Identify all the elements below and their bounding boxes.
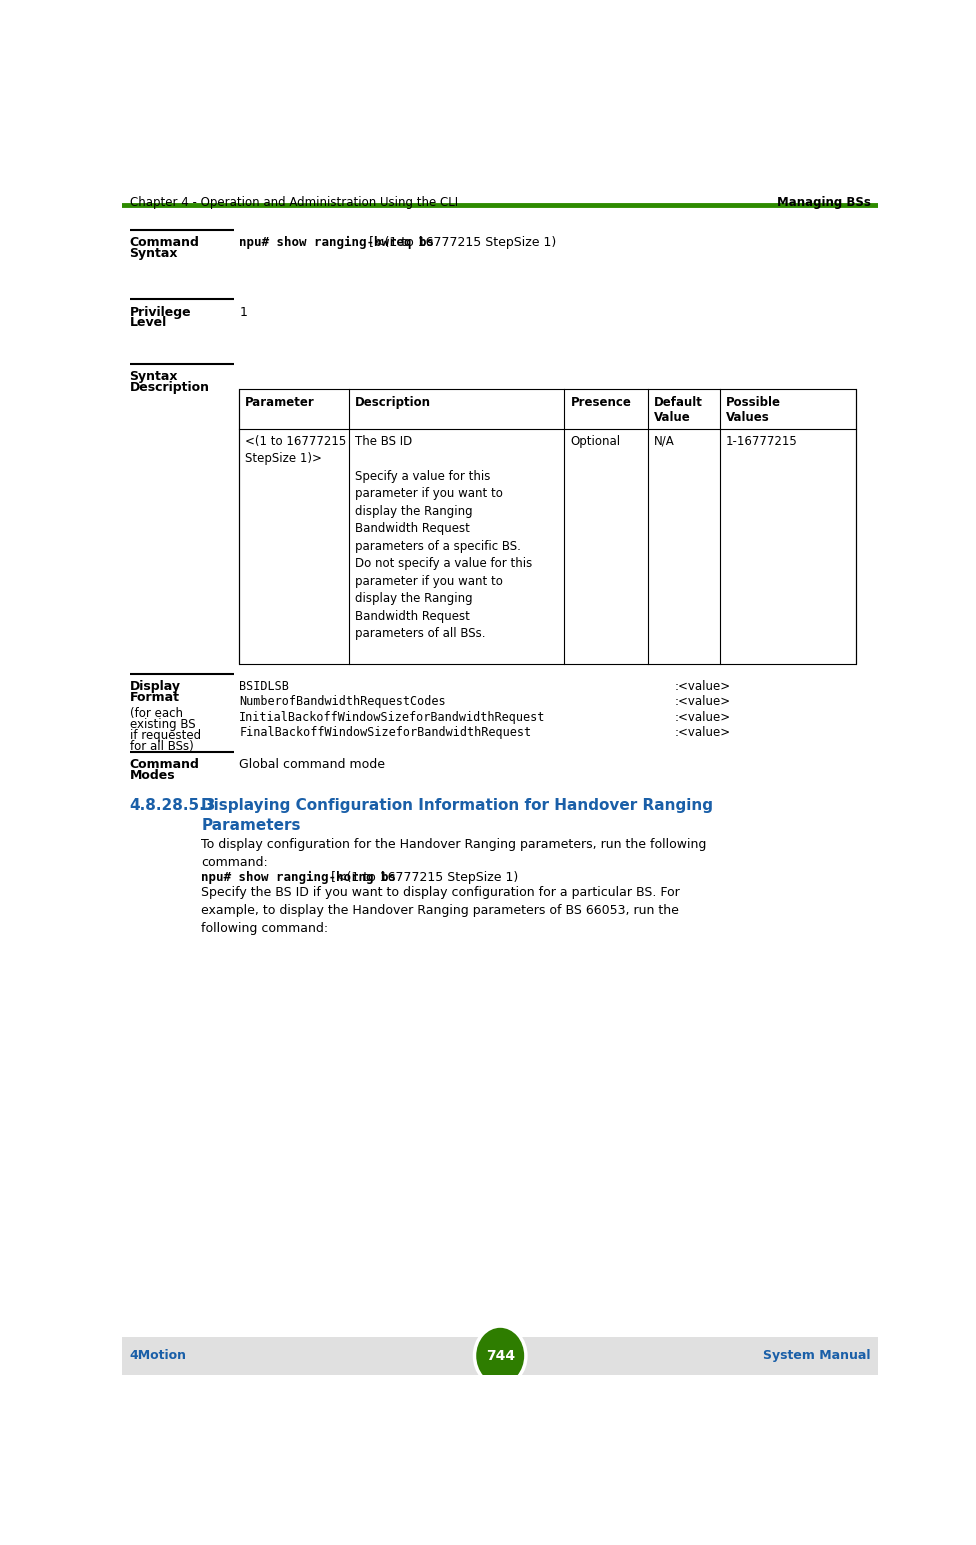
Bar	[239, 389, 856, 664]
Text: Description: Description	[130, 382, 210, 394]
Text: Display: Display	[130, 680, 181, 692]
Text: Specify the BS ID if you want to display configuration for a particular BS. For
: Specify the BS ID if you want to display…	[201, 887, 680, 935]
Text: Syntax: Syntax	[130, 371, 178, 383]
Text: Format: Format	[130, 691, 180, 703]
Text: Managing BSs: Managing BSs	[777, 196, 871, 209]
Text: BSIDLSB: BSIDLSB	[239, 680, 289, 692]
Text: if requested: if requested	[130, 729, 201, 742]
Text: Command: Command	[130, 236, 199, 249]
Text: [<(1 to 16777215 StepSize 1): [<(1 to 16777215 StepSize 1)	[327, 871, 518, 884]
Text: npu# show ranging-bwreq bs: npu# show ranging-bwreq bs	[239, 236, 434, 249]
Text: N/A: N/A	[654, 434, 674, 448]
Text: The BS ID

Specify a value for this
parameter if you want to
display the Ranging: The BS ID Specify a value for this param…	[355, 434, 532, 640]
Text: FinalBackoffWindowSizeforBandwidthRequest: FinalBackoffWindowSizeforBandwidthReques…	[239, 726, 531, 739]
Text: existing BS: existing BS	[130, 718, 195, 731]
Text: Command: Command	[130, 759, 199, 771]
Text: 1-16777215: 1-16777215	[725, 434, 797, 448]
Text: Level: Level	[130, 317, 167, 329]
Text: :<value>: :<value>	[674, 695, 730, 708]
Text: :<value>: :<value>	[674, 680, 730, 692]
Text: :<value>: :<value>	[674, 711, 730, 723]
Text: 744: 744	[486, 1349, 514, 1363]
Text: Default
Value: Default Value	[654, 396, 703, 423]
Bar	[122, 1336, 878, 1375]
Text: Optional: Optional	[571, 434, 621, 448]
Text: Parameter: Parameter	[245, 396, 315, 408]
Text: To display configuration for the Handover Ranging parameters, run the following
: To display configuration for the Handove…	[201, 839, 707, 870]
Text: npu# show ranging-horng bs: npu# show ranging-horng bs	[201, 871, 396, 884]
Text: for all BSs): for all BSs)	[130, 740, 193, 752]
Ellipse shape	[474, 1326, 526, 1386]
Text: InitialBackoffWindowSizeforBandwidthRequest: InitialBackoffWindowSizeforBandwidthRequ…	[239, 711, 546, 723]
Text: Displaying Configuration Information for Handover Ranging
Parameters: Displaying Configuration Information for…	[201, 799, 713, 833]
Text: System Manual: System Manual	[763, 1349, 871, 1363]
Text: Presence: Presence	[571, 396, 631, 408]
Text: [<(1 to 16777215 StepSize 1): [<(1 to 16777215 StepSize 1)	[365, 236, 556, 249]
Text: NumberofBandwidthRequestCodes: NumberofBandwidthRequestCodes	[239, 695, 446, 708]
Text: Syntax: Syntax	[130, 247, 178, 260]
Text: (for each: (for each	[130, 708, 183, 720]
Text: 1: 1	[239, 306, 247, 318]
Text: :<value>: :<value>	[674, 726, 730, 739]
Text: <(1 to 16777215
StepSize 1)>: <(1 to 16777215 StepSize 1)>	[245, 434, 346, 465]
Text: Global command mode: Global command mode	[239, 759, 386, 771]
Text: Modes: Modes	[130, 769, 175, 782]
Text: Description: Description	[355, 396, 431, 408]
Text: Possible
Values: Possible Values	[725, 396, 781, 423]
Text: 4.8.28.5.3: 4.8.28.5.3	[130, 799, 216, 813]
Text: Privilege: Privilege	[130, 306, 191, 318]
Text: Chapter 4 - Operation and Administration Using the CLI: Chapter 4 - Operation and Administration…	[130, 196, 458, 209]
Text: 4Motion: 4Motion	[130, 1349, 186, 1363]
